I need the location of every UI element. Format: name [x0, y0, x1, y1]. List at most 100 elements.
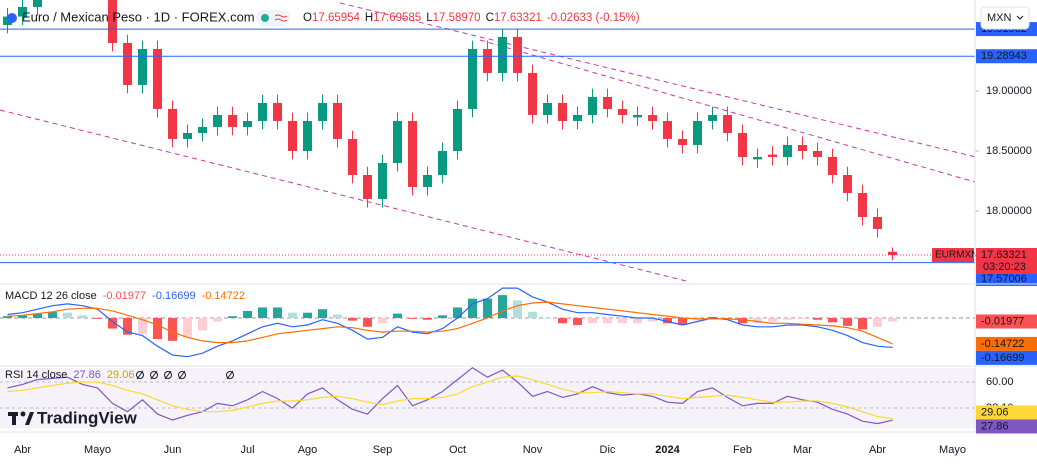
candle-body	[378, 162, 387, 199]
macd-histogram-bar	[3, 316, 12, 318]
y-tick-label: 19.00000	[986, 85, 1032, 97]
macd-histogram-bar	[558, 317, 567, 324]
macd-histogram-bar	[468, 298, 477, 318]
ohlc-key: L	[426, 12, 433, 24]
macd-histogram-bar	[78, 315, 87, 318]
rsi-band	[0, 368, 975, 428]
price-pane	[3, 0, 897, 261]
candle-body	[408, 120, 417, 187]
macd-histogram-bar	[48, 311, 57, 318]
symbol-tag-bg	[932, 248, 974, 263]
macd-histogram-bar	[108, 317, 117, 329]
currency-button[interactable]	[980, 6, 1030, 30]
macd-histogram-bar	[633, 317, 642, 324]
macd-histogram-bar	[153, 317, 162, 340]
macd-histogram-bar	[843, 317, 852, 326]
macd-histogram-bar	[588, 317, 597, 324]
ohlc-value: 17.69585	[373, 12, 421, 24]
countdown: 03:20:23	[983, 261, 1026, 273]
ohlc-key: O	[303, 12, 312, 24]
hline-label-bg	[976, 49, 1037, 64]
macd-histogram-bar	[318, 309, 327, 318]
x-tick-label: Dic	[600, 444, 616, 456]
x-tick-label: Feb	[733, 444, 752, 456]
symbol-title[interactable]: Euro / Mexican Peso · 1D · FOREX.com	[22, 9, 255, 24]
macd-histogram-bar	[453, 307, 462, 318]
candle-body	[633, 114, 642, 118]
candle-body	[468, 48, 477, 109]
candle-body	[288, 120, 297, 151]
status-dot	[261, 14, 269, 22]
rsi-value-label: 27.86	[981, 420, 1009, 432]
rsi-value-label: 29.06	[981, 406, 1009, 418]
macd-histogram-bar	[543, 317, 552, 319]
x-tick-label: Ago	[298, 444, 318, 456]
candle-body	[333, 102, 342, 139]
ohlc-value: 17.58970	[433, 12, 481, 24]
channel-line	[479, 39, 975, 183]
macd-histogram-bar	[33, 313, 42, 318]
x-tick-label: 2024	[655, 444, 680, 456]
macd-histogram-bar	[303, 312, 312, 318]
x-tick-label: Jun	[164, 444, 182, 456]
candle-body	[603, 96, 612, 109]
candle-body	[558, 102, 567, 121]
macd-histogram-bar	[213, 317, 222, 322]
y-tick-label: 60.00	[986, 376, 1014, 388]
x-tick-label: Sep	[373, 444, 393, 456]
macd-histogram-bar	[198, 317, 207, 331]
macd-histogram-bar	[258, 307, 267, 318]
indicator-name: RSI 14 close	[5, 369, 67, 381]
indicator-title: RSI 14 close 27.86 29.06	[5, 369, 134, 381]
x-tick-label: Abr	[869, 444, 886, 456]
candle-body	[108, 0, 117, 43]
macd-histogram-bar	[138, 317, 147, 334]
status-pill[interactable]	[256, 10, 290, 26]
candle-body	[348, 138, 357, 175]
candle-body	[3, 16, 12, 25]
macd-histogram-bar	[18, 315, 27, 318]
macd-histogram-bar	[123, 317, 132, 335]
status-icon	[274, 14, 288, 22]
last-price-bg	[976, 248, 1037, 275]
indicator-value: -0.16699	[152, 290, 195, 302]
candle-body	[453, 108, 462, 151]
candle-body	[648, 114, 657, 121]
macd-histogram-bar	[333, 314, 342, 318]
candle-body	[198, 126, 207, 133]
candle-body	[723, 114, 732, 133]
candle-body	[678, 138, 687, 145]
last-price: 17.63321	[981, 249, 1027, 261]
candle-body	[798, 144, 807, 151]
candle-body	[258, 102, 267, 121]
symbol-tag: EURMXN	[935, 250, 978, 261]
candle-body	[438, 150, 447, 175]
indicator-value: 27.86	[73, 369, 101, 381]
macd-histogram-bar	[873, 317, 882, 327]
macd-histogram-bar	[183, 317, 192, 338]
candle-body	[33, 0, 42, 7]
candle-body	[243, 120, 252, 127]
y-tick-label: 18.50000	[986, 145, 1032, 157]
macd-histogram-bar	[888, 317, 897, 322]
candle-body	[273, 102, 282, 121]
indicator-value: -0.01977	[103, 290, 146, 302]
rsi-line	[7, 375, 893, 420]
candle-body	[813, 150, 822, 157]
macd-histogram-bar	[378, 317, 387, 324]
symbol-icon	[7, 13, 17, 23]
candle-body	[123, 42, 132, 85]
candle-body	[183, 132, 192, 139]
candle-body	[753, 156, 762, 160]
x-tick-label: Mayo	[939, 444, 966, 456]
rsi-value-label-bg	[976, 419, 1037, 434]
currency-label[interactable]: MXN	[987, 12, 1012, 24]
macd-histogram-bar	[528, 311, 537, 318]
candle-body	[888, 251, 897, 256]
candle-body	[573, 114, 582, 121]
candle-body	[528, 72, 537, 115]
hline-label-bg	[976, 272, 1037, 287]
macd-histogram-bar	[168, 317, 177, 341]
y-tick-label: 18.00000	[986, 205, 1032, 217]
